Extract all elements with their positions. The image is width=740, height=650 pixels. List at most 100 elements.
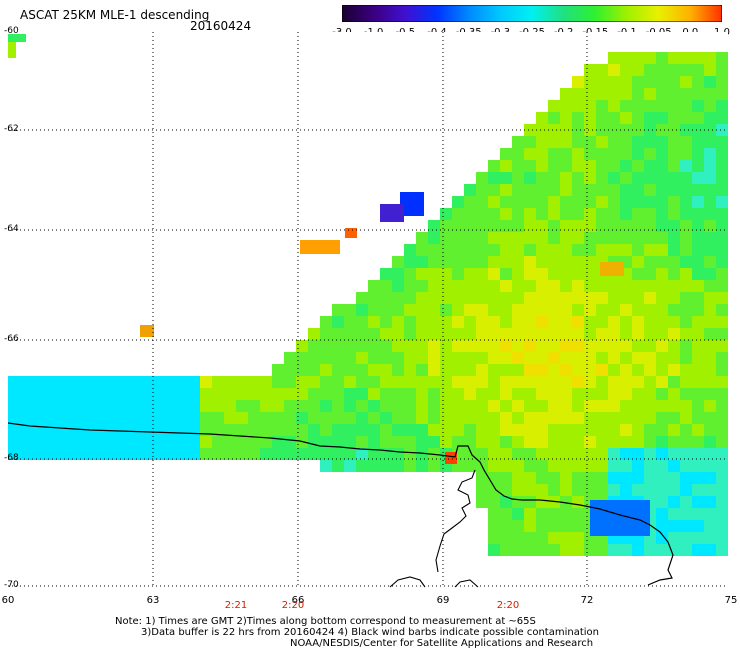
- swath-cell: [452, 268, 464, 280]
- swath-cell: [236, 400, 248, 412]
- swath-cell: [392, 388, 404, 400]
- swath-cell: [452, 364, 464, 376]
- swath-cell: [548, 256, 560, 268]
- lat-label: -70: [4, 580, 19, 590]
- swath-cell: [356, 388, 368, 400]
- swath-cell: [620, 316, 632, 328]
- swath-cell: [692, 232, 704, 244]
- swath-cell: [572, 280, 584, 292]
- swath-cell: [464, 352, 476, 364]
- swath-cell: [488, 424, 500, 436]
- swath-cell: [560, 352, 572, 364]
- swath-cell: [488, 364, 500, 376]
- swath-cell: [644, 328, 656, 340]
- swath-cell: [284, 376, 296, 388]
- swath-cell: [680, 124, 692, 136]
- swath-cell: [608, 544, 620, 556]
- swath-cell: [116, 424, 128, 436]
- swath-cell: [680, 88, 692, 100]
- swath-cell: [704, 232, 716, 244]
- swath-cell: [368, 388, 380, 400]
- swath-cell: [368, 376, 380, 388]
- swath-cell: [704, 88, 716, 100]
- swath-cell: [500, 436, 512, 448]
- swath-cell: [56, 400, 68, 412]
- swath-cell: [392, 292, 404, 304]
- swath-cell: [428, 460, 440, 472]
- swath-cell: [224, 424, 236, 436]
- swath-cell: [452, 304, 464, 316]
- swath-cell: [656, 112, 668, 124]
- swath-cell: [692, 364, 704, 376]
- swath-cell: [68, 388, 80, 400]
- swath-cell: [644, 112, 656, 124]
- swath-cell: [464, 208, 476, 220]
- swath-cell: [584, 172, 596, 184]
- swath-cell: [68, 448, 80, 460]
- swath-cell: [632, 412, 644, 424]
- swath-cell: [668, 52, 680, 64]
- swath-cell: [524, 364, 536, 376]
- swath-cell: [572, 532, 584, 544]
- swath-cell: [584, 376, 596, 388]
- swath-cell: [452, 400, 464, 412]
- swath-cell: [632, 172, 644, 184]
- swath-cell: [416, 268, 428, 280]
- swath-cell: [512, 328, 524, 340]
- swath-cell: [200, 424, 212, 436]
- swath-cell: [608, 352, 620, 364]
- swath-cell: [584, 268, 596, 280]
- swath-cell: [68, 376, 80, 388]
- swath-cell: [716, 184, 728, 196]
- swath-cell: [632, 352, 644, 364]
- swath-cell: [128, 436, 140, 448]
- swath-cell: [620, 400, 632, 412]
- swath-cell: [320, 316, 332, 328]
- swath-cell: [512, 316, 524, 328]
- swath-cell: [128, 412, 140, 424]
- lat-label: -60: [4, 26, 19, 36]
- swath-cell: [632, 316, 644, 328]
- swath-cell: [104, 388, 116, 400]
- time-label: 2:20: [496, 600, 520, 611]
- swath-cell: [464, 196, 476, 208]
- swath-cell: [644, 304, 656, 316]
- swath-cell: [320, 376, 332, 388]
- swath-cell: [548, 472, 560, 484]
- swath-cell: [476, 376, 488, 388]
- swath-cell: [608, 136, 620, 148]
- swath-cell: [272, 448, 284, 460]
- swath-cell: [500, 268, 512, 280]
- swath-cell: [692, 340, 704, 352]
- swath-cell: [284, 364, 296, 376]
- swath-cell: [488, 436, 500, 448]
- swath-cell: [620, 88, 632, 100]
- swath-cell: [632, 268, 644, 280]
- swath-cell: [560, 400, 572, 412]
- swath-cell: [344, 436, 356, 448]
- swath-cell: [416, 424, 428, 436]
- swath-cell: [404, 436, 416, 448]
- swath-cell: [716, 436, 728, 448]
- swath-cell: [680, 268, 692, 280]
- lat-lon-grid: [8, 32, 728, 587]
- swath-cell: [404, 400, 416, 412]
- swath-cell: [716, 280, 728, 292]
- swath-cell: [644, 148, 656, 160]
- swath-cell: [512, 424, 524, 436]
- swath-cell: [548, 424, 560, 436]
- swath-cell: [584, 472, 596, 484]
- swath-cell: [464, 448, 476, 460]
- swath-cell: [236, 436, 248, 448]
- note-line-2: 3)Data buffer is 22 hrs from 20160424 4)…: [141, 627, 599, 638]
- swath-cell: [644, 460, 656, 472]
- swath-cell: [584, 388, 596, 400]
- swath-cell: [476, 352, 488, 364]
- swath-cell: [596, 100, 608, 112]
- swath-cell: [608, 484, 620, 496]
- swath-cell: [440, 220, 452, 232]
- swath-cell: [512, 472, 524, 484]
- swath-cell: [632, 100, 644, 112]
- swath-cell: [476, 196, 488, 208]
- swath-cell: [116, 412, 128, 424]
